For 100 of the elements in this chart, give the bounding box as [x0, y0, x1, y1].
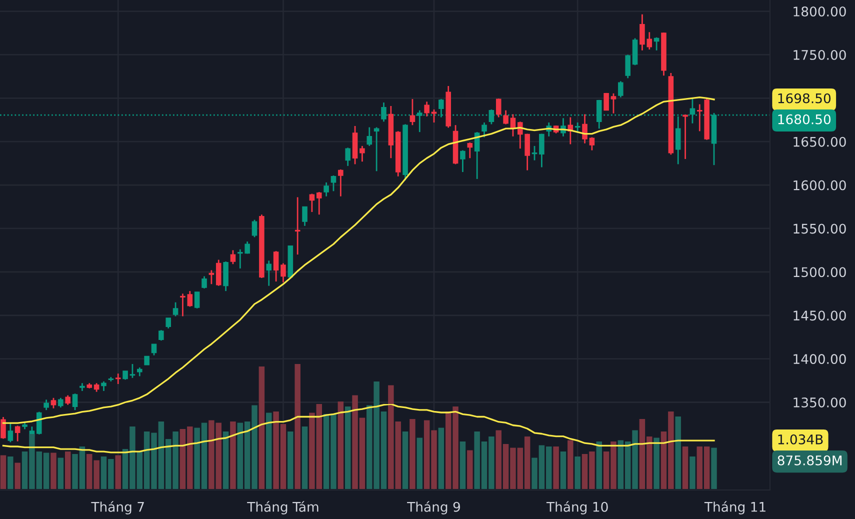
candlestick	[151, 343, 157, 356]
bar	[64, 452, 71, 489]
bar	[574, 456, 580, 489]
y-tick-label: 1800.00	[794, 6, 846, 16]
candlestick	[589, 136, 595, 151]
candlestick	[682, 114, 688, 160]
candlestick	[273, 250, 279, 282]
candlestick	[252, 219, 258, 238]
ref-line-label: 1680.50	[778, 114, 831, 124]
x-tick-label: Tháng Tám	[247, 501, 318, 514]
x-tick-label: Tháng 7	[91, 501, 144, 514]
candlestick	[44, 398, 49, 411]
candlestick	[582, 114, 588, 144]
bar	[266, 412, 272, 489]
candlestick	[202, 276, 207, 290]
x-tick-label: Tháng 9	[407, 501, 460, 514]
bar	[568, 440, 574, 489]
bar	[50, 452, 56, 489]
text: 875.859M	[778, 455, 842, 466]
bar	[14, 462, 20, 489]
candlestick	[0, 416, 6, 440]
bar	[553, 446, 559, 489]
candlestick	[338, 168, 344, 198]
candlestick	[309, 193, 315, 213]
candlestick	[618, 80, 624, 98]
candlestick	[345, 147, 350, 167]
candlestick	[604, 92, 609, 112]
candlestick	[158, 329, 164, 342]
bar	[8, 456, 14, 489]
y-tick-label: 1650.00	[794, 136, 846, 147]
candlestick	[330, 174, 336, 192]
candlestick	[50, 397, 56, 410]
candlestick	[208, 270, 214, 285]
bar	[294, 364, 300, 489]
candlestick	[216, 259, 222, 287]
candlestick	[101, 380, 106, 392]
bar	[460, 442, 466, 489]
candlestick	[503, 110, 508, 125]
candlestick	[130, 363, 136, 379]
candlestick	[324, 182, 329, 198]
candlestick	[532, 145, 538, 161]
bar	[302, 426, 308, 489]
candlestick	[302, 206, 308, 227]
candlestick	[223, 260, 228, 292]
candlestick	[172, 302, 178, 317]
candlestick	[72, 392, 78, 411]
bar	[258, 366, 265, 489]
candlestick	[625, 54, 630, 79]
bar	[690, 456, 696, 489]
bar	[115, 455, 121, 489]
bar	[222, 432, 229, 489]
bar	[402, 432, 408, 489]
candlestick	[431, 108, 437, 124]
bar	[338, 402, 344, 489]
bar	[230, 422, 236, 489]
y-tick-label: 1750.00	[794, 50, 846, 60]
candlestick	[187, 290, 193, 308]
bar	[711, 448, 717, 489]
candlestick	[58, 397, 64, 408]
bar	[416, 438, 423, 489]
candlestick	[374, 126, 380, 172]
candlestick	[496, 98, 502, 118]
bar	[438, 428, 444, 489]
y-tick-label: 1450.00	[794, 310, 846, 321]
y-tick-label: 1600.00	[794, 180, 846, 190]
bar	[288, 432, 294, 489]
candlestick	[266, 260, 272, 287]
bar	[0, 455, 6, 489]
candlestick	[280, 262, 286, 284]
y-tick-label: 1550.00	[794, 224, 846, 234]
candlestick	[366, 126, 372, 147]
candlestick	[460, 150, 466, 173]
candlestick	[115, 372, 121, 385]
bar	[58, 458, 64, 489]
candlestick	[574, 122, 580, 134]
text: 1.034B	[778, 434, 823, 444]
text: Tháng 11	[704, 501, 766, 514]
bar	[467, 450, 473, 489]
bar	[654, 438, 660, 489]
bar	[344, 406, 351, 489]
y-tick-label: 1350.00	[794, 397, 846, 408]
bar	[410, 419, 416, 489]
candlestick	[294, 196, 300, 256]
bar	[596, 442, 602, 489]
bar	[682, 446, 688, 489]
candlestick	[230, 250, 236, 265]
candlestick	[410, 98, 416, 126]
y-tick-label: 1400.00	[794, 354, 846, 364]
candlestick	[316, 191, 322, 216]
x-tick-label: Tháng 10	[546, 501, 608, 514]
text: 1698.50	[778, 93, 831, 104]
candlestick	[654, 36, 660, 52]
candlestick	[180, 292, 186, 317]
candlestick	[482, 122, 487, 138]
bar	[560, 452, 566, 489]
candlestick	[467, 142, 473, 159]
bar	[675, 416, 681, 489]
candlestick	[194, 291, 200, 310]
candlestick	[65, 394, 70, 406]
candlestick	[539, 133, 544, 168]
